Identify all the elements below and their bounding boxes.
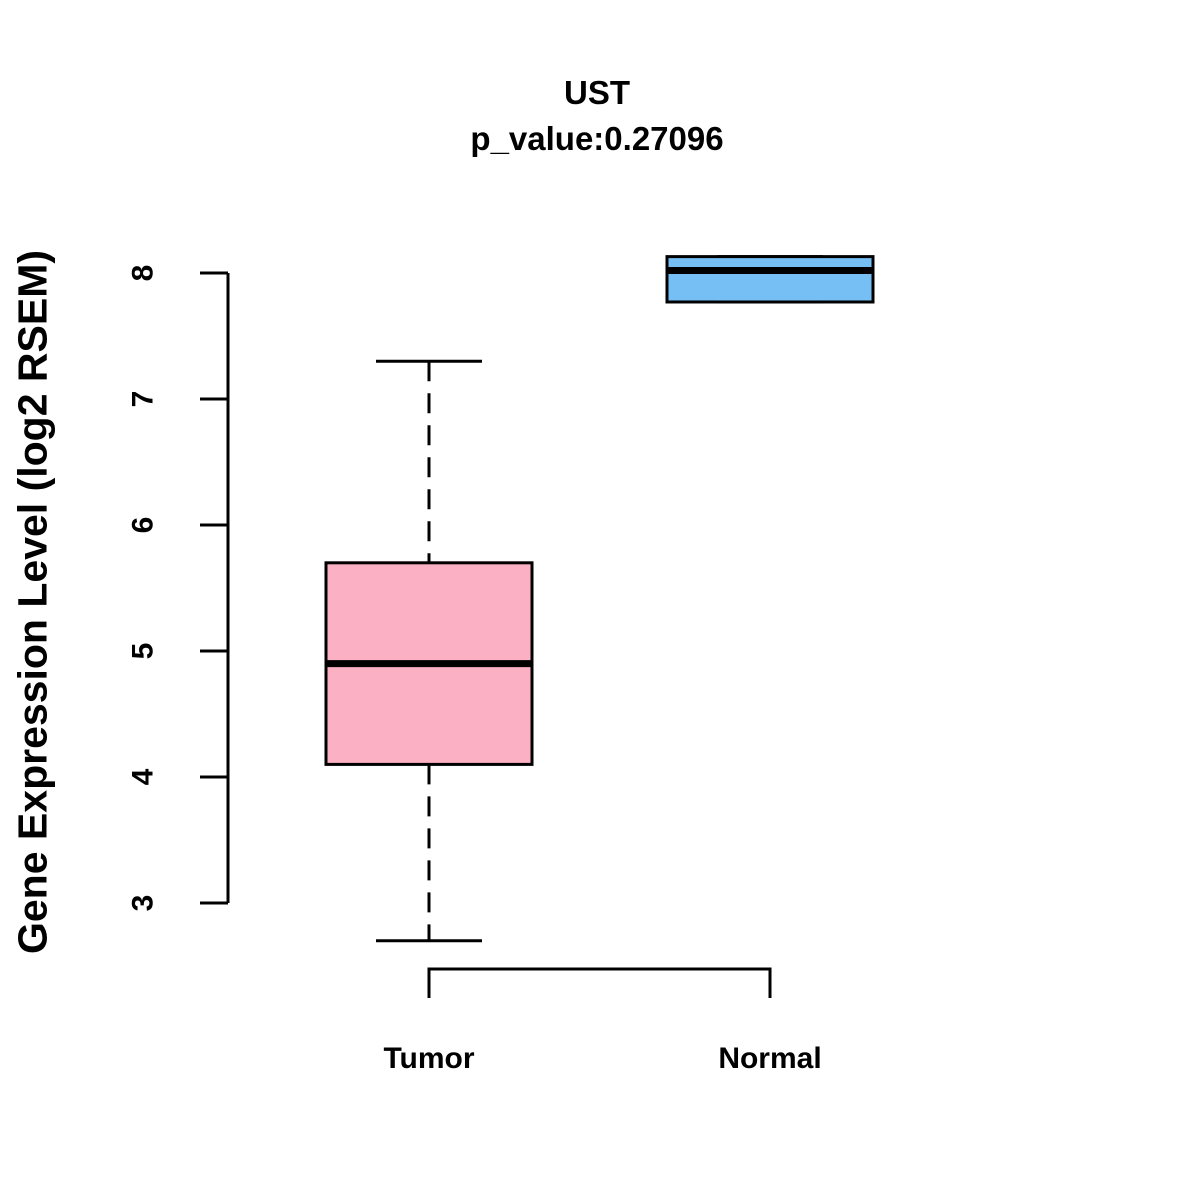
x-category-label-normal: Normal xyxy=(718,1042,822,1075)
y-tick-label: 4 xyxy=(127,768,160,785)
title-block: UST p_value:0.27096 xyxy=(0,70,1194,162)
y-tick-label: 5 xyxy=(127,643,160,660)
x-axis-bracket xyxy=(427,967,772,998)
y-tick-label: 6 xyxy=(127,517,160,534)
x-category-label-tumor: Tumor xyxy=(383,1042,475,1075)
chart-title: UST xyxy=(564,74,630,111)
y-tick-label: 8 xyxy=(127,265,160,282)
y-tick-label: 3 xyxy=(127,895,160,912)
chart-subtitle: p_value:0.27096 xyxy=(470,120,724,157)
y-tick-label: 7 xyxy=(127,391,160,408)
normal-box xyxy=(665,255,875,304)
